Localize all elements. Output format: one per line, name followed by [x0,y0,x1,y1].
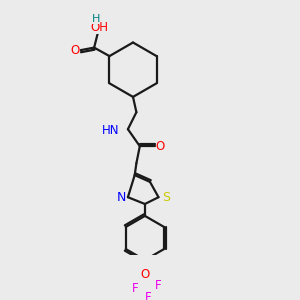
Text: F: F [155,279,162,292]
Text: OH: OH [90,21,108,34]
Text: O: O [140,268,149,281]
Text: N: N [116,191,126,204]
Text: O: O [71,44,80,57]
Text: F: F [131,283,138,296]
Text: HN: HN [102,124,119,137]
Text: S: S [162,191,170,204]
Text: O: O [156,140,165,153]
Text: F: F [145,291,152,300]
Text: H: H [92,14,100,24]
